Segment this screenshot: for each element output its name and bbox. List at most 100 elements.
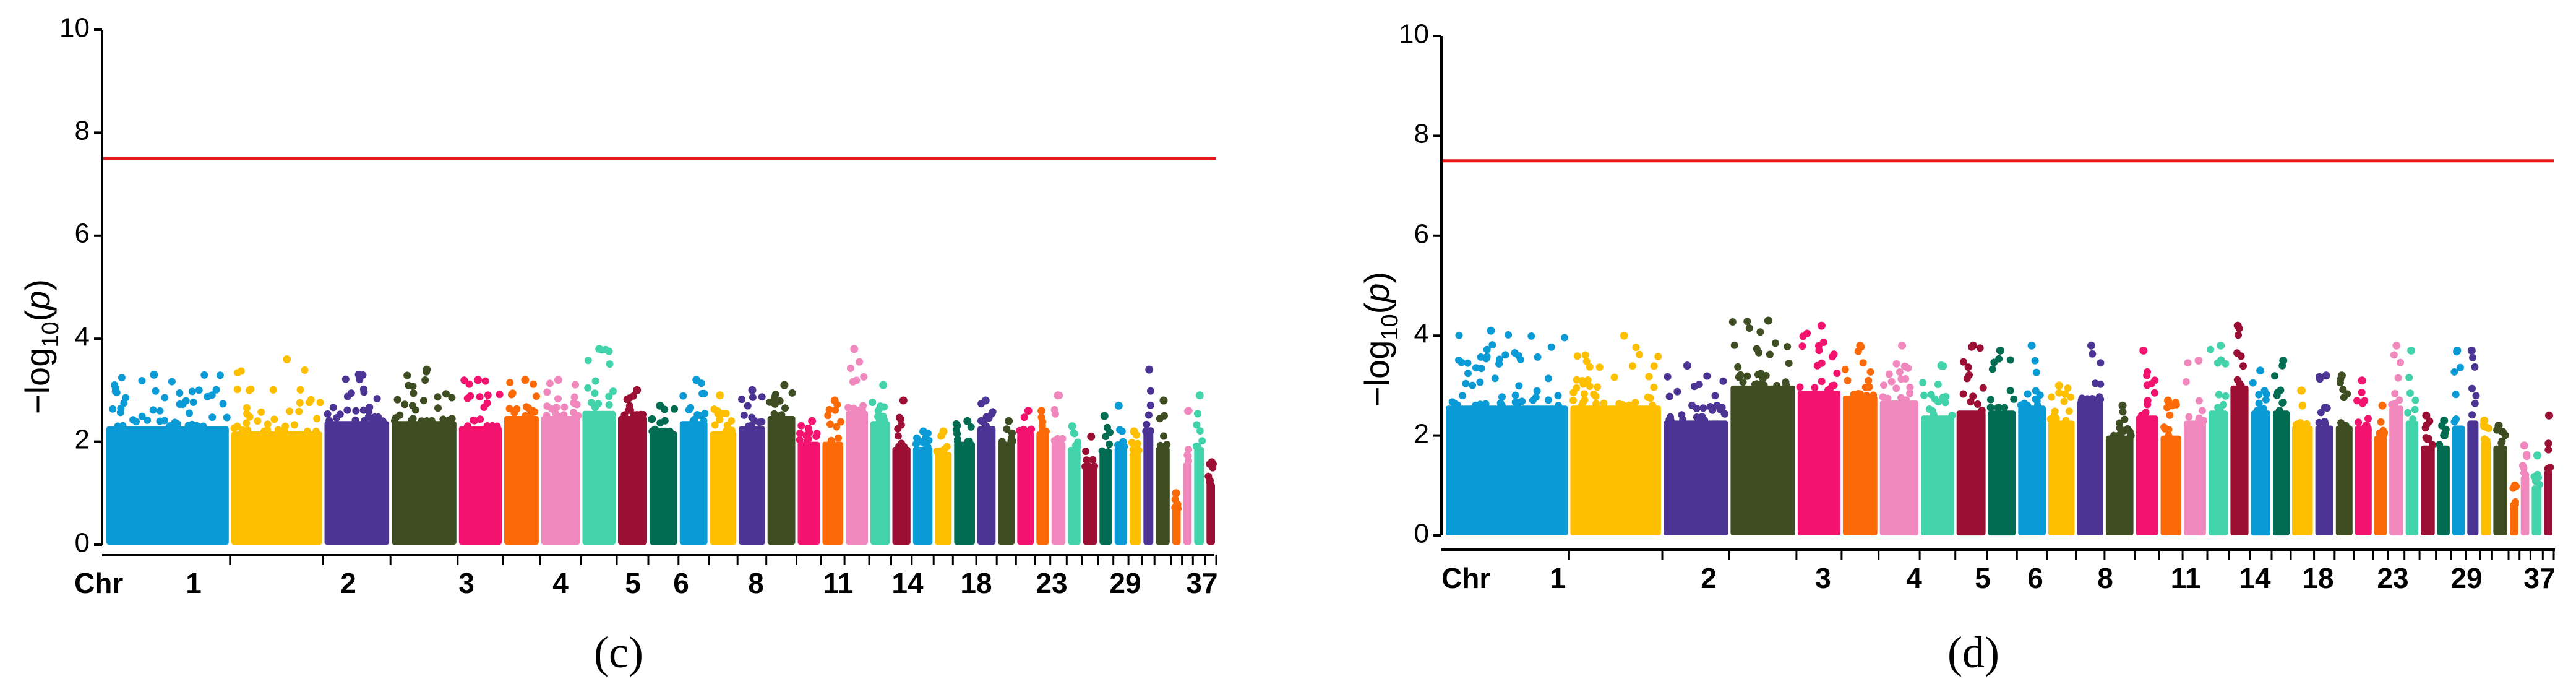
snp-point [219, 400, 227, 408]
snp-point [2501, 431, 2509, 439]
snp-point [194, 422, 202, 430]
snp-point [1019, 427, 1027, 435]
snp-point [1897, 394, 1905, 402]
snp-point [896, 415, 904, 423]
snp-point [1865, 383, 1873, 391]
snp-point [2024, 390, 2032, 398]
snp-point [1451, 399, 1459, 407]
snp-point [352, 407, 360, 415]
x-tick-label: 1 [186, 567, 202, 599]
snp-point [625, 394, 633, 402]
snp-point [184, 422, 192, 430]
snp-point [2340, 422, 2348, 430]
snp-point [1118, 443, 1126, 451]
chromosome-7-peak [1898, 341, 1907, 350]
chromosome-14-points [767, 416, 796, 545]
chromosome-12-points [710, 431, 737, 545]
snp-point [1505, 331, 1513, 339]
snp-point [837, 418, 845, 426]
chromosome-7-points [541, 416, 580, 545]
snp-point [195, 386, 203, 394]
snp-point [463, 422, 471, 430]
snp-point [204, 392, 212, 400]
snp-point [964, 438, 972, 446]
snp-point [269, 386, 277, 394]
snp-point [118, 374, 126, 382]
snp-point [2078, 394, 2086, 402]
x-tick-label: 29 [1109, 567, 1141, 599]
chromosome-6-points [1842, 396, 1878, 535]
snp-point [396, 411, 404, 419]
snp-point [1969, 392, 1977, 400]
snp-point [325, 417, 333, 425]
snp-point [2510, 501, 2518, 509]
snp-point [1052, 410, 1059, 418]
snp-point [295, 407, 303, 415]
snp-point [824, 412, 832, 420]
x-tick-label: 37 [2523, 562, 2555, 594]
chromosome-23-peak [2322, 371, 2330, 380]
snp-point [2531, 477, 2540, 485]
snp-point [507, 391, 515, 399]
chromosome-15-peak [2139, 346, 2148, 355]
chromosome-19-points [2230, 385, 2249, 535]
snp-point [448, 394, 456, 402]
snp-point [144, 416, 152, 424]
chromosome-37-points [2531, 485, 2542, 535]
snp-point [463, 394, 471, 402]
snp-point [2166, 411, 2174, 419]
snp-point [835, 434, 843, 442]
snp-point [1785, 360, 1793, 367]
chromosome-36-points [2520, 475, 2530, 535]
snp-point [1146, 387, 1154, 395]
snp-point [401, 400, 409, 409]
snp-point [2468, 411, 2476, 419]
chromosome-4-peak [1764, 316, 1772, 325]
snp-point [484, 391, 492, 399]
chromosome-19-peak [899, 396, 908, 405]
snp-point [633, 411, 641, 419]
snp-point [173, 420, 181, 428]
snp-point [1699, 404, 1707, 412]
snp-point [2299, 401, 2307, 409]
snp-point [1745, 324, 1753, 332]
snp-point [1784, 343, 1792, 350]
chromosome-22-points [2292, 425, 2313, 535]
chromosome-29-points [2421, 445, 2435, 535]
chromosome-19-points [892, 446, 911, 545]
snp-point [199, 422, 207, 430]
snp-point [2114, 431, 2123, 439]
y-tick-label: 6 [1414, 219, 1429, 249]
x-tick-label: 8 [2097, 562, 2113, 594]
chromosome-10-peak [1996, 346, 2004, 355]
snp-point [1183, 451, 1191, 459]
snp-point [421, 376, 429, 384]
snp-point [1491, 374, 1499, 383]
chromosome-2-peak [283, 355, 291, 363]
snp-point [1477, 365, 1485, 373]
chromosome-8-peak [1937, 361, 1946, 370]
chromosome-18-points [2209, 410, 2228, 536]
snp-point [573, 400, 581, 409]
chromosome-13-points [739, 426, 765, 545]
snp-point [1863, 392, 1871, 399]
chromosome-2-peak [1620, 331, 1628, 340]
snp-point [1464, 359, 1472, 367]
snp-point [1803, 329, 1811, 337]
snp-point [2411, 396, 2419, 404]
snp-point [1844, 376, 1852, 384]
x-tick-label: 23 [1036, 567, 1067, 599]
snp-point [2519, 462, 2527, 470]
snp-point [913, 434, 921, 442]
x-tick-label: 5 [625, 567, 641, 599]
snp-point [1144, 411, 1153, 419]
snp-point [1650, 383, 1658, 391]
x-tick-label: 3 [458, 567, 474, 599]
snp-point [2279, 399, 2287, 406]
snp-point [1070, 430, 1078, 438]
y-tick-label: 2 [75, 425, 90, 455]
chromosome-24-points [998, 441, 1015, 545]
snp-point [306, 399, 314, 407]
chromosome-15-points [2136, 415, 2158, 535]
snp-point [1892, 384, 1900, 392]
